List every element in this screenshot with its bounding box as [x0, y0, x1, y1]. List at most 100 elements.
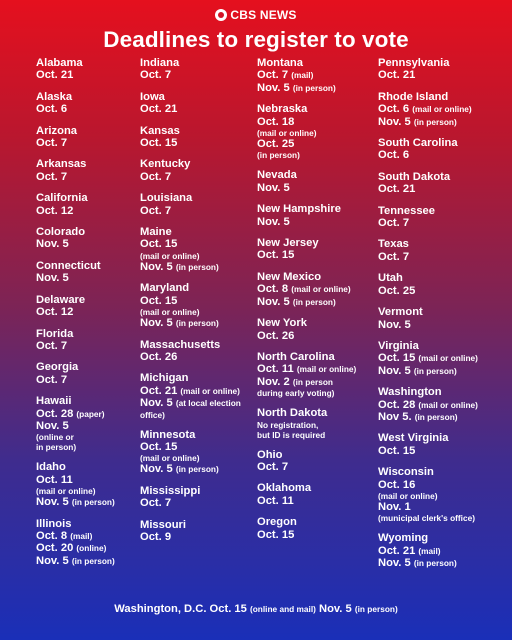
state-entry: Florida Oct. 7	[36, 328, 115, 353]
deadline-line: Oct. 21 (mail)	[378, 544, 441, 557]
deadline-note: (online or	[36, 432, 74, 443]
deadline-line: Oct. 15	[257, 528, 295, 541]
state-name: Indiana	[140, 57, 180, 69]
deadline-line: Oct. 7	[378, 217, 410, 230]
state-entry: Montana Oct. 7 (mail) Nov. 5 (in person)	[257, 57, 356, 94]
state-entry: Oregon Oct. 15	[257, 516, 356, 541]
deadline-line: Nov. 5	[36, 419, 69, 432]
state-name: Iowa	[140, 90, 165, 103]
state-name: Connecticut	[36, 259, 101, 272]
deadline-line: Oct. 21	[378, 183, 416, 196]
deadline-line: Oct. 28 (paper)	[36, 407, 105, 420]
deadline-note: (municipal clerk's office)	[378, 513, 475, 524]
state-name: Delaware	[36, 293, 86, 306]
state-name: Illinois	[36, 517, 72, 530]
state-entry: Wyoming Oct. 21 (mail) Nov. 5 (in person)	[378, 532, 478, 569]
state-name: Alaska	[36, 90, 73, 103]
deadline-date: Nov. 5	[36, 496, 69, 509]
deadline-line: Oct. 11 (mail or online)	[257, 363, 357, 376]
state-name: Mississippi	[140, 484, 201, 497]
deadline-line: Nov. 5 (in person)	[257, 81, 336, 94]
state-entry: Delaware Oct. 12	[36, 294, 115, 319]
state-entry: Utah Oct. 25	[378, 272, 478, 297]
deadline-note: No registration,	[257, 419, 319, 430]
state-entry: Ohio Oct. 7	[257, 449, 356, 474]
state-name: Nevada	[257, 169, 297, 182]
deadline-note: (in person)	[257, 150, 300, 161]
deadline-line: Nov. 5 (in person)	[257, 295, 336, 308]
deadline-line: Oct. 25	[378, 284, 416, 297]
state-name: Maine	[140, 226, 172, 239]
deadline-line: Nov. 5	[36, 272, 69, 285]
state-name: New Jersey	[257, 237, 319, 250]
deadline-line: Nov. 5	[257, 215, 290, 228]
deadline-note: in person)	[36, 442, 77, 453]
deadline-note: (mail or online)	[140, 307, 200, 318]
state-name: Arizona	[36, 124, 78, 137]
state-entry: New Mexico Oct. 8 (mail or online) Nov. 5 …	[257, 271, 356, 308]
state-name: North Dakota	[257, 407, 328, 420]
deadline-line: Nov. 5 (at local election	[140, 397, 241, 410]
state-entry: Pennsylvania Oct. 21	[378, 57, 478, 82]
state-entry: Texas Oct. 7	[378, 238, 478, 263]
deadline-line: Nov. 5 (in person)	[36, 554, 115, 567]
state-entry: Mississippi Oct. 7	[140, 485, 241, 510]
deadline-line: Oct. 7	[140, 69, 172, 82]
deadline-line: Nov. 5	[257, 181, 290, 194]
deadline-line: Oct. 7	[36, 339, 68, 352]
deadline-line: Oct. 21 (mail or online)	[140, 384, 240, 397]
state-entry: Arkansas Oct. 7	[36, 158, 115, 183]
deadline-line: Oct. 26	[257, 329, 295, 342]
deadline-method: (in person)	[71, 497, 115, 508]
state-entry: South Dakota Oct. 21	[378, 171, 478, 196]
footer-note-1: (online and mail)	[249, 604, 316, 614]
state-name: Colorado	[36, 226, 86, 239]
state-name: Missouri	[140, 518, 187, 531]
state-name: Michigan	[140, 372, 189, 385]
deadline-line: Nov. 5 (in person)	[378, 557, 457, 570]
state-entry: Missouri Oct. 9	[140, 519, 241, 544]
deadline-line: Oct. 21	[36, 69, 74, 82]
state-name: New York	[257, 317, 307, 330]
state-entry: Washington Oct. 28 (mail or online) Nov 5.…	[378, 386, 478, 423]
state-name: West Virginia	[378, 432, 449, 445]
deadline-line: Oct. 6 (mail or online)	[378, 103, 472, 116]
brand-logo: CBS NEWS	[215, 8, 296, 22]
deadline-line: Oct. 7	[36, 137, 68, 150]
state-entry: Illinois Oct. 8 (mail) Oct. 20 (online) Nov…	[36, 518, 115, 568]
deadline-date: Nov. 5	[140, 317, 173, 330]
deadline-line: Nov. 2 (in person	[257, 375, 333, 388]
deadline-line: Oct. 6	[378, 149, 410, 162]
state-entry: Kansas Oct. 15	[140, 125, 241, 150]
deadline-line: Oct. 15 (mail or online)	[378, 352, 478, 365]
state-name: Alabama	[36, 57, 83, 69]
state-name: Georgia	[36, 361, 79, 374]
deadline-date: Nov. 5	[140, 463, 173, 476]
state-name: Utah	[378, 272, 403, 285]
state-entry: Alaska Oct. 6	[36, 91, 115, 116]
deadline-note: but ID is required	[257, 429, 326, 440]
state-name: Hawaii	[36, 395, 72, 408]
state-name: Massachusetts	[140, 338, 221, 351]
state-name: Rhode Island	[378, 90, 449, 103]
state-entry: Virginia Oct. 15 (mail or online) Nov. 5 (…	[378, 340, 478, 377]
deadline-line: Oct. 6	[36, 103, 68, 116]
state-name: Wyoming	[378, 532, 429, 545]
deadline-note: (mail or online)	[378, 490, 438, 501]
state-name: South Carolina	[378, 137, 458, 150]
deadline-line: Oct. 7 (mail)	[257, 69, 314, 82]
state-name: Ohio	[257, 448, 283, 461]
deadline-note: (mail or online)	[257, 128, 317, 139]
state-entry: Massachusetts Oct. 26	[140, 339, 241, 364]
state-name: California	[36, 192, 88, 205]
state-name: Texas	[378, 238, 409, 251]
deadline-line: Oct. 15	[140, 137, 178, 150]
deadline-line: Oct. 7	[257, 460, 289, 473]
state-entry: Alabama Oct. 21	[36, 57, 115, 82]
deadline-date: Nov. 5	[140, 260, 173, 273]
deadline-line: Nov. 5 (in person)	[140, 317, 241, 329]
deadline-line: Nov. 5 (in person)	[36, 496, 115, 508]
state-name: Tennessee	[378, 204, 436, 217]
deadline-line: Oct. 8 (mail or online)	[257, 283, 351, 296]
